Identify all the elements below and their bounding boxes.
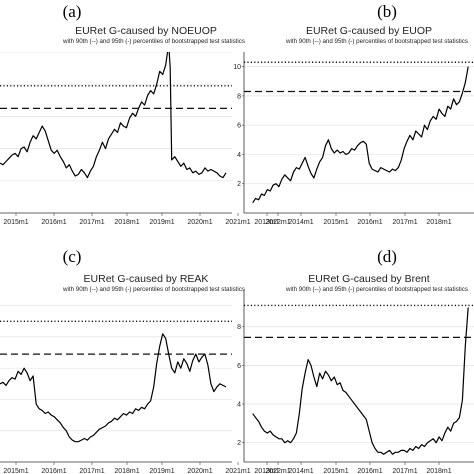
x-tick-label: 2016m1 <box>357 219 382 226</box>
panel-title: EURet G-caused by NOEUOP <box>75 25 217 37</box>
panel-title: EURet G-caused by REAK <box>84 273 209 285</box>
x-tick-label: 2017m1 <box>392 219 417 226</box>
x-tick-label: 2015m1 <box>323 468 348 474</box>
panel-label: (a) <box>63 2 82 21</box>
x-tick-label: 2015m1 <box>323 219 348 226</box>
y-tick-label: 2 <box>237 181 241 188</box>
x-tick-label: 2017m1 <box>79 468 104 474</box>
x-tick-label: 2021m1 <box>225 468 250 474</box>
x-tick-label: 2016m1 <box>41 219 66 226</box>
panel-subtitle: with 90th (--) and 95th (-) percentiles … <box>285 286 468 293</box>
series-line <box>0 52 227 179</box>
panel-title: EURet G-caused by Brent <box>308 273 429 285</box>
panel-title: EURet G-caused by EUOP <box>306 25 432 37</box>
x-tick-label: 2018m1 <box>114 219 139 226</box>
y-tick-label: 10 <box>233 64 241 71</box>
x-tick-label: 2016m1 <box>41 468 66 474</box>
panel-label: (c) <box>63 247 82 266</box>
y-tick-label: 6 <box>237 123 241 130</box>
series-line <box>0 333 227 443</box>
x-tick-label: 2017m1 <box>392 468 417 474</box>
x-tick-label: 2016m1 <box>357 468 382 474</box>
x-tick-label: 2021m1 <box>225 219 250 226</box>
series-line <box>252 307 469 455</box>
x-tick-label: 2017m1 <box>79 219 104 226</box>
series-line <box>252 66 469 204</box>
x-tick-label: 2019m1 <box>149 468 174 474</box>
x-tick-label: 2020m1 <box>187 219 212 226</box>
y-tick-label: 8 <box>237 93 241 100</box>
x-tick-label: 2014m1 <box>288 468 313 474</box>
x-tick-label: 2022m1 <box>265 219 290 226</box>
x-tick-label: 2015m1 <box>3 468 28 474</box>
y-tick-label: 2 <box>237 440 241 447</box>
x-tick-label: 2020m1 <box>187 468 212 474</box>
x-tick-label: 2018m1 <box>114 468 139 474</box>
panel-subtitle: with 90th (--) and 95th (-) percentiles … <box>62 286 245 293</box>
x-tick-label: 2022m1 <box>265 468 290 474</box>
x-tick-label: 2015m1 <box>3 219 28 226</box>
panel-label: (d) <box>377 247 397 266</box>
y-tick-label: 6 <box>237 363 241 370</box>
x-tick-label: 2018m1 <box>426 219 451 226</box>
y-tick-label: 4 <box>237 402 241 409</box>
x-tick-label: 2013m1 <box>254 219 279 226</box>
x-tick-label: 2013m1 <box>254 468 279 474</box>
panel-subtitle: with 90th (--) and 95th (-) percentiles … <box>285 38 468 45</box>
x-tick-label: 2018m1 <box>426 468 451 474</box>
y-tick-label: 8 <box>237 324 241 331</box>
x-tick-label: 2019m1 <box>149 219 174 226</box>
x-tick-label: 2014m1 <box>288 219 313 226</box>
panel-label: (b) <box>377 2 397 21</box>
y-tick-label: 4 <box>237 152 241 159</box>
panel-subtitle: with 90th (--) and 95th (-) percentiles … <box>62 38 245 45</box>
